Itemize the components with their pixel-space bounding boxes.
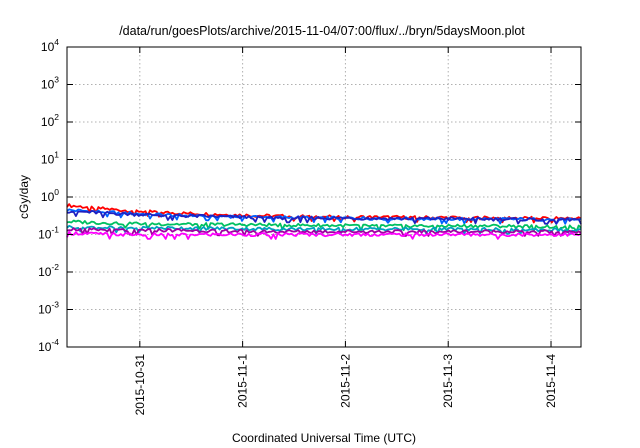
y-tick-label: 104 [41,37,59,54]
x-tick-label: 2015-11-1 [236,354,250,408]
series-line [66,219,582,233]
series-line [66,230,582,240]
y-tick-label: 100 [41,187,59,204]
y-tick-exponent: -4 [51,337,59,347]
x-axis: 2015-10-31 2015-11-1 2015-11-2 2015-11-3 201… [133,47,558,415]
y-tick-base: 10 [41,78,55,92]
y-tick-label: 101 [41,150,59,167]
chart-title: /data/run/goesPlots/archive/2015-11-04/0… [119,24,525,38]
x-tick-label: 2015-10-31 [133,354,147,416]
y-tick-exponent: 0 [54,187,59,197]
y-tick-base: 10 [41,153,55,167]
y-tick-exponent: 2 [54,112,59,122]
series-line [67,209,582,225]
y-tick-label: 103 [41,75,59,92]
y-tick-exponent: 4 [54,37,59,47]
y-tick-exponent: -2 [51,262,59,272]
y-tick-exponent: 3 [54,75,59,85]
y-tick-label: 10-1 [38,225,59,242]
series-line [66,224,582,236]
y-tick-label: 10-2 [38,262,59,279]
x-tick-label: 2015-11-4 [544,354,558,408]
x-axis-label: Coordinated Universal Time (UTC) [232,431,416,445]
y-tick-base: 10 [38,265,52,279]
y-tick-base: 10 [41,115,55,129]
y-tick-exponent: -1 [51,225,59,235]
x-tick-label: 2015-11-2 [338,354,352,408]
y-tick-exponent: 1 [54,150,59,160]
y-tick-label: 10-4 [38,337,59,354]
series-layer [66,203,582,240]
grid [67,47,581,347]
y-tick-base: 10 [41,190,55,204]
y-tick-exponent: -3 [51,300,59,310]
y-tick-base: 10 [38,228,52,242]
y-tick-base: 10 [38,340,52,354]
y-axis-label: cGy/day [17,175,31,219]
y-tick-label: 10-3 [38,300,59,317]
y-tick-base: 10 [38,303,52,317]
x-tick-label: 2015-11-3 [441,354,455,408]
y-tick-base: 10 [41,40,55,54]
y-tick-label: 102 [41,112,59,129]
